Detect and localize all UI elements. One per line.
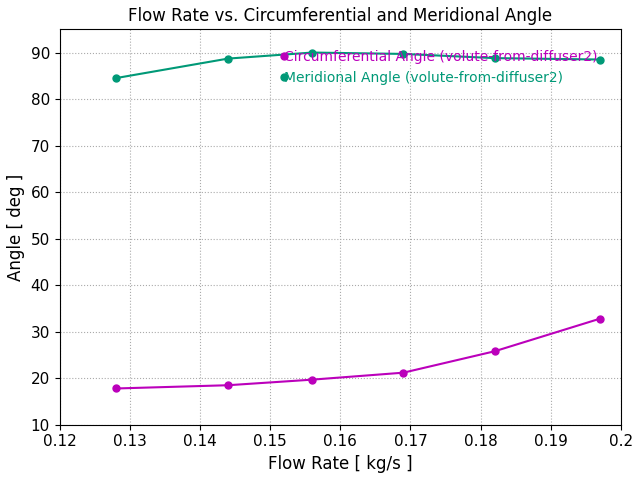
Circumferential Angle (volute-from-diffuser2) bbox=[112, 385, 120, 391]
Circumferential Angle (volute-from-diffuser2) bbox=[491, 348, 499, 354]
Meridional Angle (volute-from-diffuser2) bbox=[224, 56, 232, 61]
Line: Circumferential Angle (volute-from-diffuser2): Circumferential Angle (volute-from-diffu… bbox=[112, 315, 604, 392]
Circumferential Angle (volute-from-diffuser2) bbox=[308, 377, 316, 383]
Y-axis label: Angle [ deg ]: Angle [ deg ] bbox=[7, 173, 25, 281]
Circumferential Angle (volute-from-diffuser2) bbox=[596, 316, 604, 322]
Legend: Circumferential Angle (volute-from-diffuser2), Meridional Angle (volute-from-dif: Circumferential Angle (volute-from-diffu… bbox=[278, 44, 603, 90]
Circumferential Angle (volute-from-diffuser2) bbox=[224, 383, 232, 388]
Meridional Angle (volute-from-diffuser2) bbox=[308, 49, 316, 55]
Title: Flow Rate vs. Circumferential and Meridional Angle: Flow Rate vs. Circumferential and Meridi… bbox=[128, 7, 552, 25]
X-axis label: Flow Rate [ kg/s ]: Flow Rate [ kg/s ] bbox=[268, 455, 413, 473]
Circumferential Angle (volute-from-diffuser2) bbox=[399, 370, 407, 375]
Meridional Angle (volute-from-diffuser2) bbox=[491, 55, 499, 61]
Line: Meridional Angle (volute-from-diffuser2): Meridional Angle (volute-from-diffuser2) bbox=[112, 49, 604, 82]
Meridional Angle (volute-from-diffuser2) bbox=[112, 75, 120, 81]
Meridional Angle (volute-from-diffuser2) bbox=[399, 51, 407, 57]
Meridional Angle (volute-from-diffuser2) bbox=[596, 57, 604, 62]
